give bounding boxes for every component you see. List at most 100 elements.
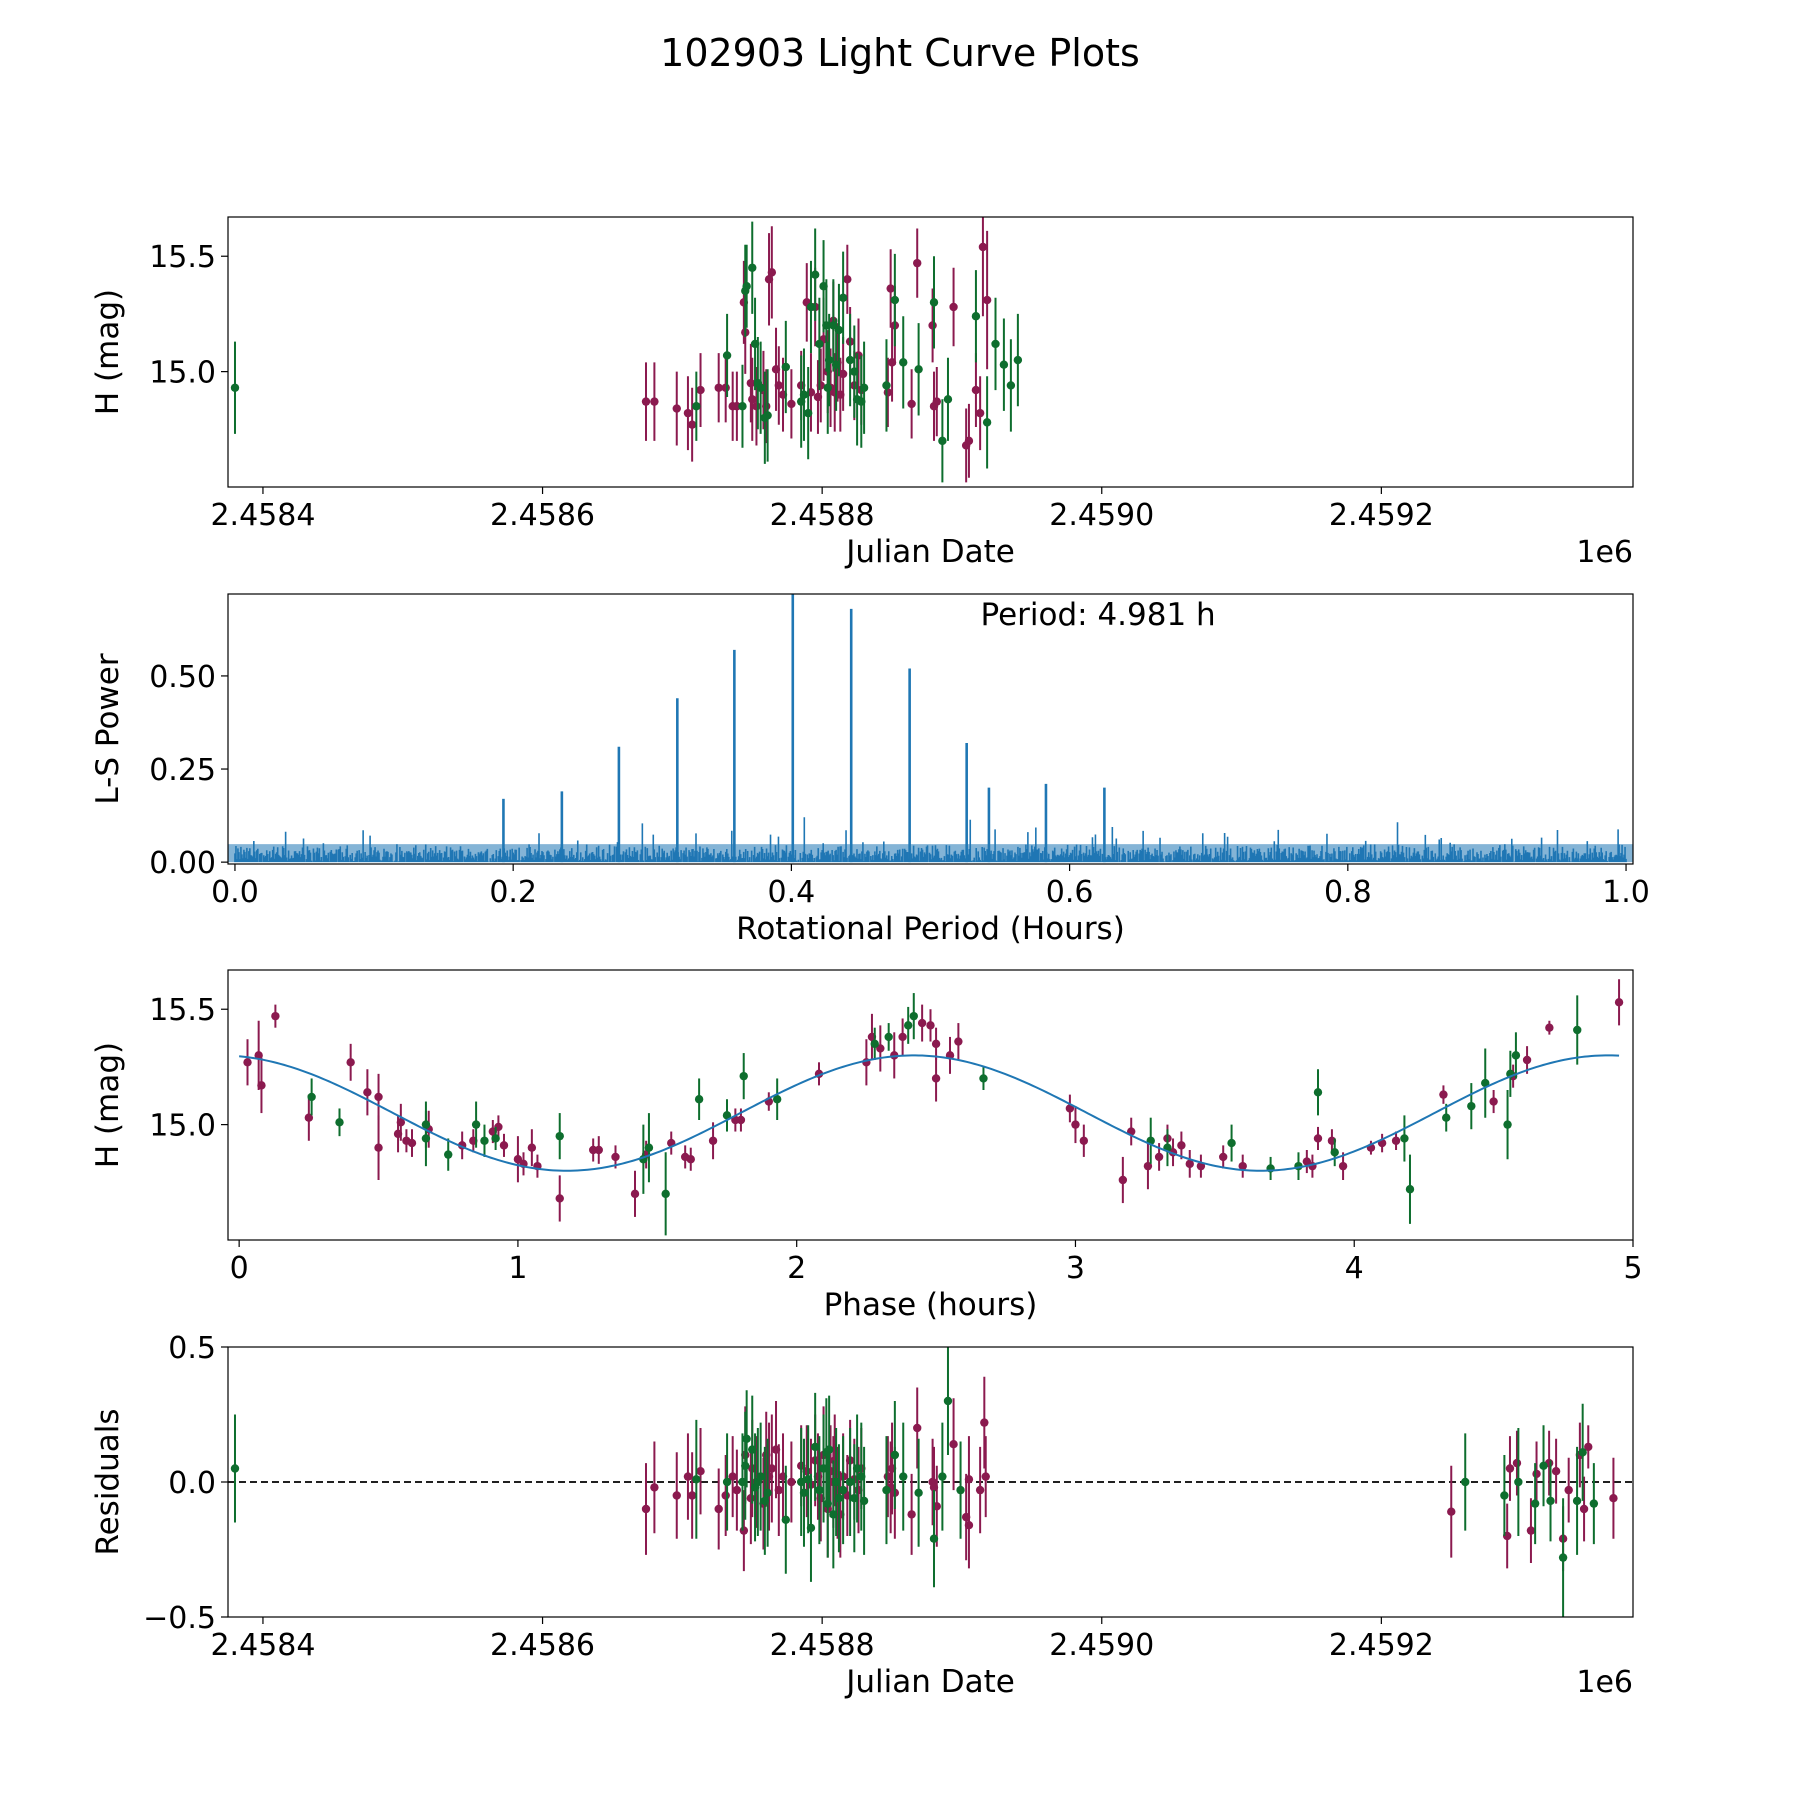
data-point [981,1472,990,1481]
data-point [943,1396,953,1406]
data-point [982,418,992,427]
data-point [772,1095,782,1104]
data-point [949,302,958,312]
data-point [696,385,705,395]
y-tick-label: 15.0 [149,356,216,391]
data-point [708,1136,718,1145]
data-point [1442,1113,1451,1122]
data-point [230,383,240,392]
data-point [686,1155,695,1164]
data-point [1481,1078,1490,1088]
data-point [886,284,895,293]
data-point [883,388,893,397]
data-point [594,1145,603,1155]
y-tick-label: 0.00 [149,846,216,881]
data-point [838,293,848,302]
data-point [932,397,941,406]
data-point [1391,1136,1401,1145]
data-point [513,1155,523,1164]
data-point [752,402,761,411]
data-point [672,1491,681,1500]
data-point [964,1521,974,1530]
data-point [929,1534,939,1543]
data-point [838,369,848,379]
data-point [929,298,939,307]
data-point [845,1477,855,1487]
data-point [1589,1499,1599,1508]
x-tick-label: 0.0 [211,875,259,910]
data-point [913,1423,922,1433]
data-point [982,295,992,305]
data-point [471,1120,481,1129]
data-point [799,390,809,399]
data-point [1564,1485,1573,1495]
data-point [824,355,834,365]
data-point [696,1467,705,1476]
data-point [374,1092,383,1102]
data-point [1505,1464,1515,1473]
plot-area [230,1347,1618,1617]
data-point [1546,1496,1555,1506]
data-point [975,1485,985,1495]
data-point [978,242,988,252]
data-point [1071,1120,1080,1129]
data-point [363,1088,372,1097]
data-point [728,1472,737,1481]
x-tick-label: 0 [230,1251,249,1286]
data-point [1514,1477,1523,1487]
data-point [1405,1185,1415,1194]
data-point [913,258,922,268]
data-point [742,1434,751,1444]
data-point [1079,1136,1089,1145]
series-green [230,1347,1599,1617]
data-point [1227,1138,1236,1148]
data-point [1512,1458,1522,1468]
plot-area [239,979,1624,1236]
data-point [254,1051,263,1060]
x-tick-label: 2 [787,1251,806,1286]
data-point [721,383,730,392]
data-point [1302,1157,1312,1166]
data-point [876,1044,885,1053]
data-point [611,1152,620,1162]
data-point [736,1115,746,1125]
data-point [672,404,681,413]
data-point [683,1472,693,1481]
data-point [307,1092,316,1102]
data-point [774,381,784,390]
data-point [722,351,732,360]
x-tick-label: 2.4586 [490,498,595,533]
data-point [732,1485,742,1495]
data-point [738,402,747,411]
data-point [1558,1553,1568,1562]
x-offset-text: 1e6 [1576,535,1633,570]
data-point [739,1071,748,1081]
y-tick-label: 15.0 [149,1109,216,1144]
data-point [980,1418,989,1427]
data-point [421,1134,431,1143]
data-point [971,312,981,321]
data-point [803,408,813,418]
data-point [346,1058,355,1067]
phase-folded-panel: 0 1 2 3 4 5 15.0 15.5 Phase (hours) H (mag) [90,969,1643,1323]
data-point [722,1111,732,1120]
data-point [687,420,697,429]
data-point [641,397,651,406]
data-point [975,408,985,418]
data-point [499,1141,509,1150]
y-tick-label: 0.25 [149,753,216,788]
data-point [852,1464,862,1473]
data-point [926,1021,935,1030]
data-point [527,1143,537,1152]
data-point [1400,1134,1409,1143]
series-green [307,993,1582,1236]
data-point [806,302,816,312]
data-point [787,1477,796,1487]
data-point [661,1189,670,1199]
x-axis-label: Phase (hours) [824,1287,1038,1323]
x-tick-label: 3 [1066,1251,1085,1286]
x-tick-label: 2.4586 [490,1628,595,1663]
data-point [644,1143,654,1152]
data-point [650,397,659,406]
x-tick-label: 2.4590 [1049,1628,1154,1663]
